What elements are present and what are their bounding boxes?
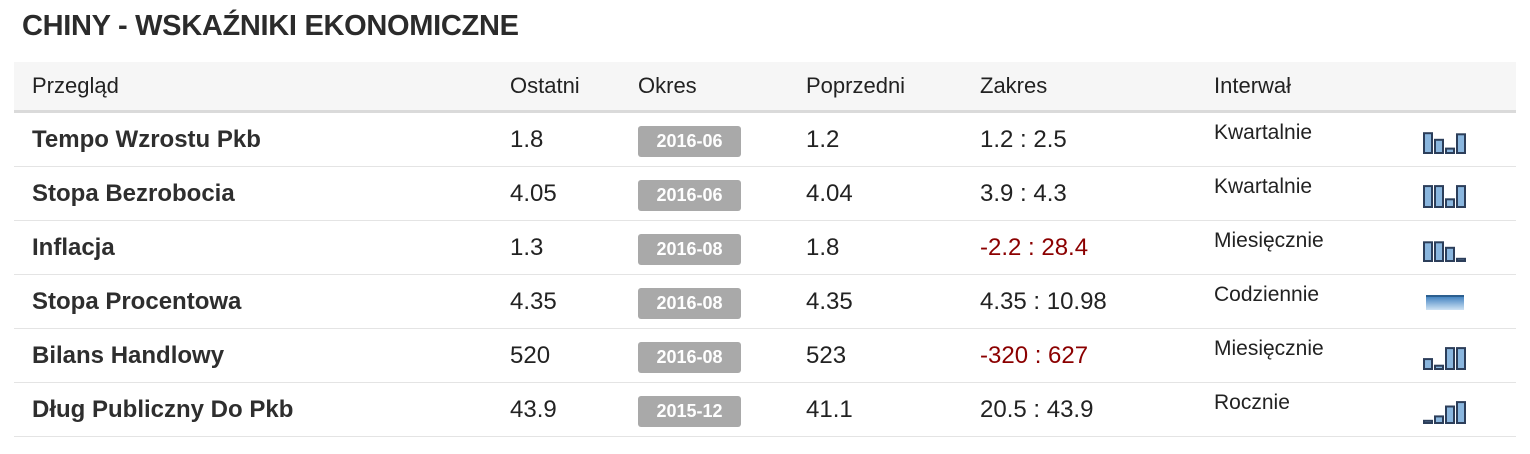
range-value: 3.9 : 4.3 [980,180,1067,207]
header-last: Ostatni [510,73,580,98]
sparkline-bar [1456,347,1466,370]
sparkline-bar [1423,419,1433,424]
sparkline-bar [1423,241,1433,263]
interval-label: Codziennie [1214,283,1320,306]
last-value: 4.05 [510,180,557,207]
last-value: 520 [510,342,551,369]
sparkline-bar [1434,415,1444,424]
indicator-link[interactable]: Inflacja [32,234,115,261]
table-row: Bilans Handlowy 520 2016-08 523 -320 : 627 Mi… [14,329,1516,383]
period-badge: 2016-06 [638,180,741,211]
interval-label: Kwartalnie [1214,175,1313,198]
period-badge: 2016-08 [638,234,741,265]
sparkline-bar [1456,185,1466,208]
sparkline-bar [1445,347,1455,370]
range-value: -320 : 627 [980,342,1089,369]
sparkline-chart[interactable] [1422,291,1472,317]
indicator-link[interactable]: Tempo Wzrostu Pkb [32,126,261,153]
sparkline-bar [1445,246,1455,262]
interval-label: Miesięcznie [1214,229,1324,252]
interval-label: Kwartalnie [1214,121,1313,144]
indicators-table: Przegląd Ostatni Okres Poprzedni Zakres … [14,62,1516,437]
previous-value: 523 [806,342,847,369]
sparkline-bar [1445,405,1455,424]
period-badge: 2016-08 [638,288,741,319]
previous-value: 41.1 [806,396,853,423]
period-badge: 2016-06 [638,126,741,157]
sparkline-chart[interactable] [1422,129,1472,155]
table-header: Przegląd Ostatni Okres Poprzedni Zakres … [14,62,1516,113]
range-value: 4.35 : 10.98 [980,288,1107,315]
sparkline-bar [1423,132,1433,154]
sparkline-bar [1434,364,1444,371]
sparkline-chart[interactable] [1422,183,1472,209]
sparkline-bar [1434,138,1444,154]
sparkline-line [1426,295,1464,297]
sparkline-chart[interactable] [1422,399,1472,425]
header-previous: Poprzedni [806,73,906,98]
indicator-link[interactable]: Stopa Bezrobocia [32,180,235,207]
header-overview: Przegląd [32,73,119,98]
sparkline-bar [1456,257,1466,262]
sparkline-bar [1456,401,1466,424]
table-row: Stopa Procentowa 4.35 2016-08 4.35 4.35 : 10… [14,275,1516,329]
range-value: -2.2 : 28.4 [980,234,1089,261]
last-value: 1.3 [510,234,544,261]
previous-value: 4.35 [806,288,853,315]
previous-value: 4.04 [806,180,853,207]
sparkline-chart[interactable] [1422,345,1472,371]
range-value: 20.5 : 43.9 [980,396,1094,423]
last-value: 1.8 [510,126,544,153]
last-value: 4.35 [510,288,557,315]
table-row: Dług Publiczny Do Pkb 43.9 2015-12 41.1 20.5… [14,383,1516,437]
indicator-link[interactable]: Dług Publiczny Do Pkb [32,396,294,423]
period-badge: 2016-08 [638,342,741,373]
interval-label: Rocznie [1214,391,1290,414]
sparkline-bar [1445,147,1455,155]
range-value: 1.2 : 2.5 [980,126,1067,153]
table-row: Tempo Wzrostu Pkb 1.8 2016-06 1.2 1.2 : 2.5 K… [14,113,1516,167]
previous-value: 1.2 [806,126,840,153]
indicator-link[interactable]: Bilans Handlowy [32,342,225,369]
header-range: Zakres [980,73,1048,98]
header-interval: Interwał [1214,73,1292,98]
sparkline-bar [1434,185,1444,208]
header-period: Okres [638,73,697,98]
sparkline-chart[interactable] [1422,237,1472,263]
page-title: CHINY - WSKAŹNIKI EKONOMICZNE [22,10,519,42]
period-badge: 2015-12 [638,396,741,427]
sparkline-area [1426,296,1464,310]
interval-label: Miesięcznie [1214,337,1324,360]
previous-value: 1.8 [806,234,840,261]
sparkline-bar [1423,185,1433,208]
table-row: Stopa Bezrobocia 4.05 2016-06 4.04 3.9 : 4.3… [14,167,1516,221]
sparkline-bar [1456,133,1466,155]
sparkline-bar [1423,358,1433,370]
last-value: 43.9 [510,396,557,423]
table-row: Inflacja 1.3 2016-08 1.8 -2.2 : 28.4 Miesięcz… [14,221,1516,275]
sparkline-bar [1434,241,1444,263]
indicator-link[interactable]: Stopa Procentowa [32,288,242,315]
sparkline-bar [1445,198,1455,208]
